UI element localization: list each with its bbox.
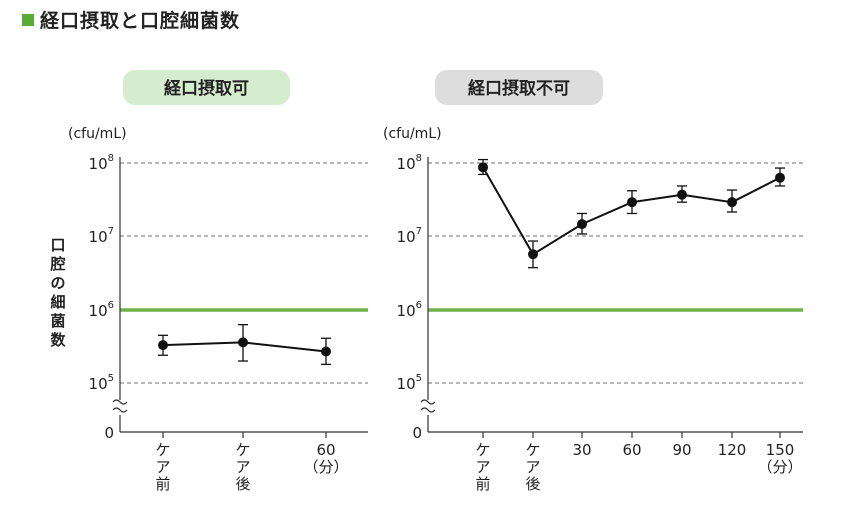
y-tick-exponent: 8 — [108, 153, 114, 164]
x-tick-label: 60 （分） — [303, 441, 348, 476]
y-tick-label: 106 — [89, 300, 114, 320]
x-tick-label: ケア後 — [525, 441, 540, 493]
x-tick-label-line: 前 — [155, 475, 170, 493]
y-axis-label-char: の — [50, 274, 65, 292]
data-point — [158, 340, 168, 351]
x-tick-label-line: 120 — [718, 441, 747, 459]
y-axis-label-char: 数 — [50, 331, 66, 349]
y-tick-base: 10 — [397, 228, 416, 246]
x-tick-label-line: ア — [525, 458, 540, 476]
y-tick-base: 10 — [89, 375, 108, 393]
y-tick-exponent: 5 — [108, 373, 114, 384]
x-tick-label-line: ケ — [155, 441, 170, 459]
data-point — [528, 249, 538, 260]
y-zero-label: 0 — [104, 424, 114, 442]
figure-title-text: 経口摂取と口腔細菌数 — [40, 10, 241, 32]
y-tick-base: 10 — [89, 302, 108, 320]
x-tick-label-line: 後 — [525, 475, 540, 493]
y-tick-exponent: 6 — [108, 300, 114, 311]
panel-title-badge — [435, 70, 603, 105]
data-point — [627, 197, 637, 208]
y-tick-base: 10 — [89, 228, 108, 246]
x-tick-label-line: （分） — [303, 458, 348, 476]
x-tick-label: 120 — [718, 441, 747, 459]
y-tick-label: 105 — [397, 373, 422, 393]
x-tick-label-line: 60 — [622, 441, 641, 459]
panel-title-badge — [123, 70, 290, 105]
y-zero-label: 0 — [412, 424, 422, 442]
y-tick-label: 107 — [89, 226, 114, 246]
data-point — [321, 346, 331, 357]
unit-label: (cfu/mL) — [383, 126, 442, 142]
x-tick-label-line: 150 — [766, 441, 795, 459]
y-tick-label: 106 — [397, 300, 422, 320]
data-point — [677, 189, 687, 200]
y-tick-exponent: 6 — [416, 300, 422, 311]
y-tick-label: 107 — [397, 226, 422, 246]
y-tick-exponent: 5 — [416, 373, 422, 384]
y-axis-label-char: 腔 — [49, 255, 65, 273]
panel-title: 経口摂取可 — [164, 78, 249, 99]
x-tick-label: 90 — [672, 441, 691, 459]
x-tick-label: ケア前 — [155, 441, 170, 493]
y-tick-base: 10 — [397, 375, 416, 393]
y-tick-base: 10 — [89, 155, 108, 173]
x-tick-label: 150 （分） — [757, 441, 802, 476]
x-tick-label-line: 90 — [672, 441, 691, 459]
x-tick-label: 30 — [572, 441, 591, 459]
x-tick-label-line: ケ — [475, 441, 490, 459]
panel-title: 経口摂取不可 — [468, 78, 570, 99]
data-point — [727, 197, 737, 208]
x-tick-label-line: ア — [235, 458, 250, 476]
y-tick-base: 10 — [397, 155, 416, 173]
x-tick-label-line: ア — [475, 458, 490, 476]
x-tick-label-line: 30 — [572, 441, 591, 459]
x-tick-label: ケア前 — [475, 441, 490, 493]
y-tick-exponent: 8 — [416, 153, 422, 164]
data-point — [775, 172, 785, 183]
y-axis-label-char: 菌 — [50, 312, 65, 330]
unit-label: (cfu/mL) — [68, 126, 127, 142]
x-tick-label-line: ケ — [235, 441, 250, 459]
y-tick-label: 108 — [89, 153, 114, 173]
data-point — [478, 162, 488, 173]
title-square-icon — [22, 13, 34, 26]
y-tick-label: 108 — [397, 153, 422, 173]
y-tick-label: 105 — [89, 373, 114, 393]
x-tick-label: ケア後 — [235, 441, 250, 493]
x-tick-label: 60 — [622, 441, 641, 459]
y-axis-label-char: 細 — [50, 293, 65, 311]
y-tick-base: 10 — [397, 302, 416, 320]
data-point — [238, 337, 248, 348]
x-tick-label-line: 60 — [316, 441, 335, 459]
x-tick-label-line: 前 — [475, 475, 490, 493]
axis-break-icon — [112, 399, 128, 413]
x-tick-label-line: ケ — [525, 441, 540, 459]
data-point — [577, 219, 587, 230]
axis-break-icon — [420, 399, 436, 413]
y-axis-label-char: 口 — [50, 236, 65, 254]
figure-title: 経口摂取と口腔細菌数 — [22, 6, 240, 33]
x-tick-label-line: ア — [155, 458, 170, 476]
y-tick-exponent: 7 — [108, 226, 114, 237]
x-tick-label-line: 後 — [235, 475, 250, 493]
x-tick-label-line: （分） — [757, 458, 802, 476]
y-tick-exponent: 7 — [416, 226, 422, 237]
